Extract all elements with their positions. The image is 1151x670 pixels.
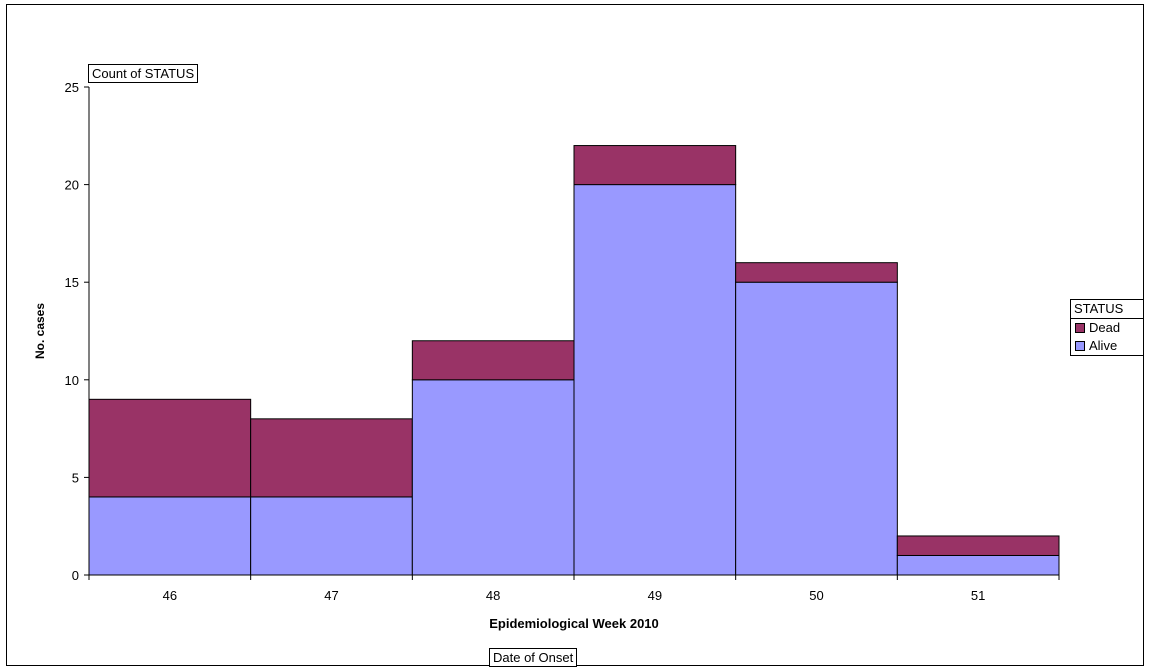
y-tick-label-5: 5 <box>72 470 79 485</box>
legend: STATUS Dead Alive <box>1070 299 1144 356</box>
legend-entry-dead: Dead <box>1071 319 1143 337</box>
x-axis-title: Epidemiological Week 2010 <box>489 616 659 631</box>
x-tick-label-50: 50 <box>809 588 823 603</box>
bar-dead-week-51[interactable] <box>896 535 1060 556</box>
legend-title[interactable]: STATUS <box>1071 300 1143 319</box>
legend-swatch-alive <box>1075 341 1085 351</box>
x-tick-label-46: 46 <box>163 588 177 603</box>
legend-entry-alive: Alive <box>1071 337 1143 355</box>
bar-dead-week-49[interactable] <box>573 145 737 186</box>
y-tick-label-15: 15 <box>65 275 79 290</box>
bar-alive-week-48[interactable] <box>411 379 575 576</box>
y-tick-label-20: 20 <box>65 178 79 193</box>
bar-alive-week-46[interactable] <box>88 496 252 576</box>
x-tick-label-47: 47 <box>324 588 338 603</box>
x-tick-label-49: 49 <box>648 588 662 603</box>
legend-label-alive: Alive <box>1089 338 1118 353</box>
y-tick-label-0: 0 <box>72 568 79 583</box>
row-field-button[interactable]: Date of Onset <box>489 648 578 667</box>
bar-alive-week-47[interactable] <box>250 496 413 576</box>
y-axis-title: No. cases <box>33 303 47 359</box>
bar-dead-week-50[interactable] <box>735 262 898 283</box>
bar-alive-week-50[interactable] <box>735 281 898 576</box>
x-tick-label-48: 48 <box>486 588 500 603</box>
data-field-button[interactable]: Count of STATUS <box>88 64 199 83</box>
legend-label-dead: Dead <box>1089 320 1121 335</box>
y-tick-label-10: 10 <box>65 373 79 388</box>
bar-dead-week-46[interactable] <box>88 398 252 498</box>
legend-swatch-dead <box>1075 323 1085 333</box>
bar-alive-week-51[interactable] <box>896 554 1060 576</box>
y-tick-label-25: 25 <box>65 80 79 95</box>
bar-dead-week-47[interactable] <box>250 418 413 498</box>
bar-alive-week-49[interactable] <box>573 184 737 576</box>
x-tick-label-51: 51 <box>971 588 985 603</box>
bar-dead-week-48[interactable] <box>411 340 575 381</box>
